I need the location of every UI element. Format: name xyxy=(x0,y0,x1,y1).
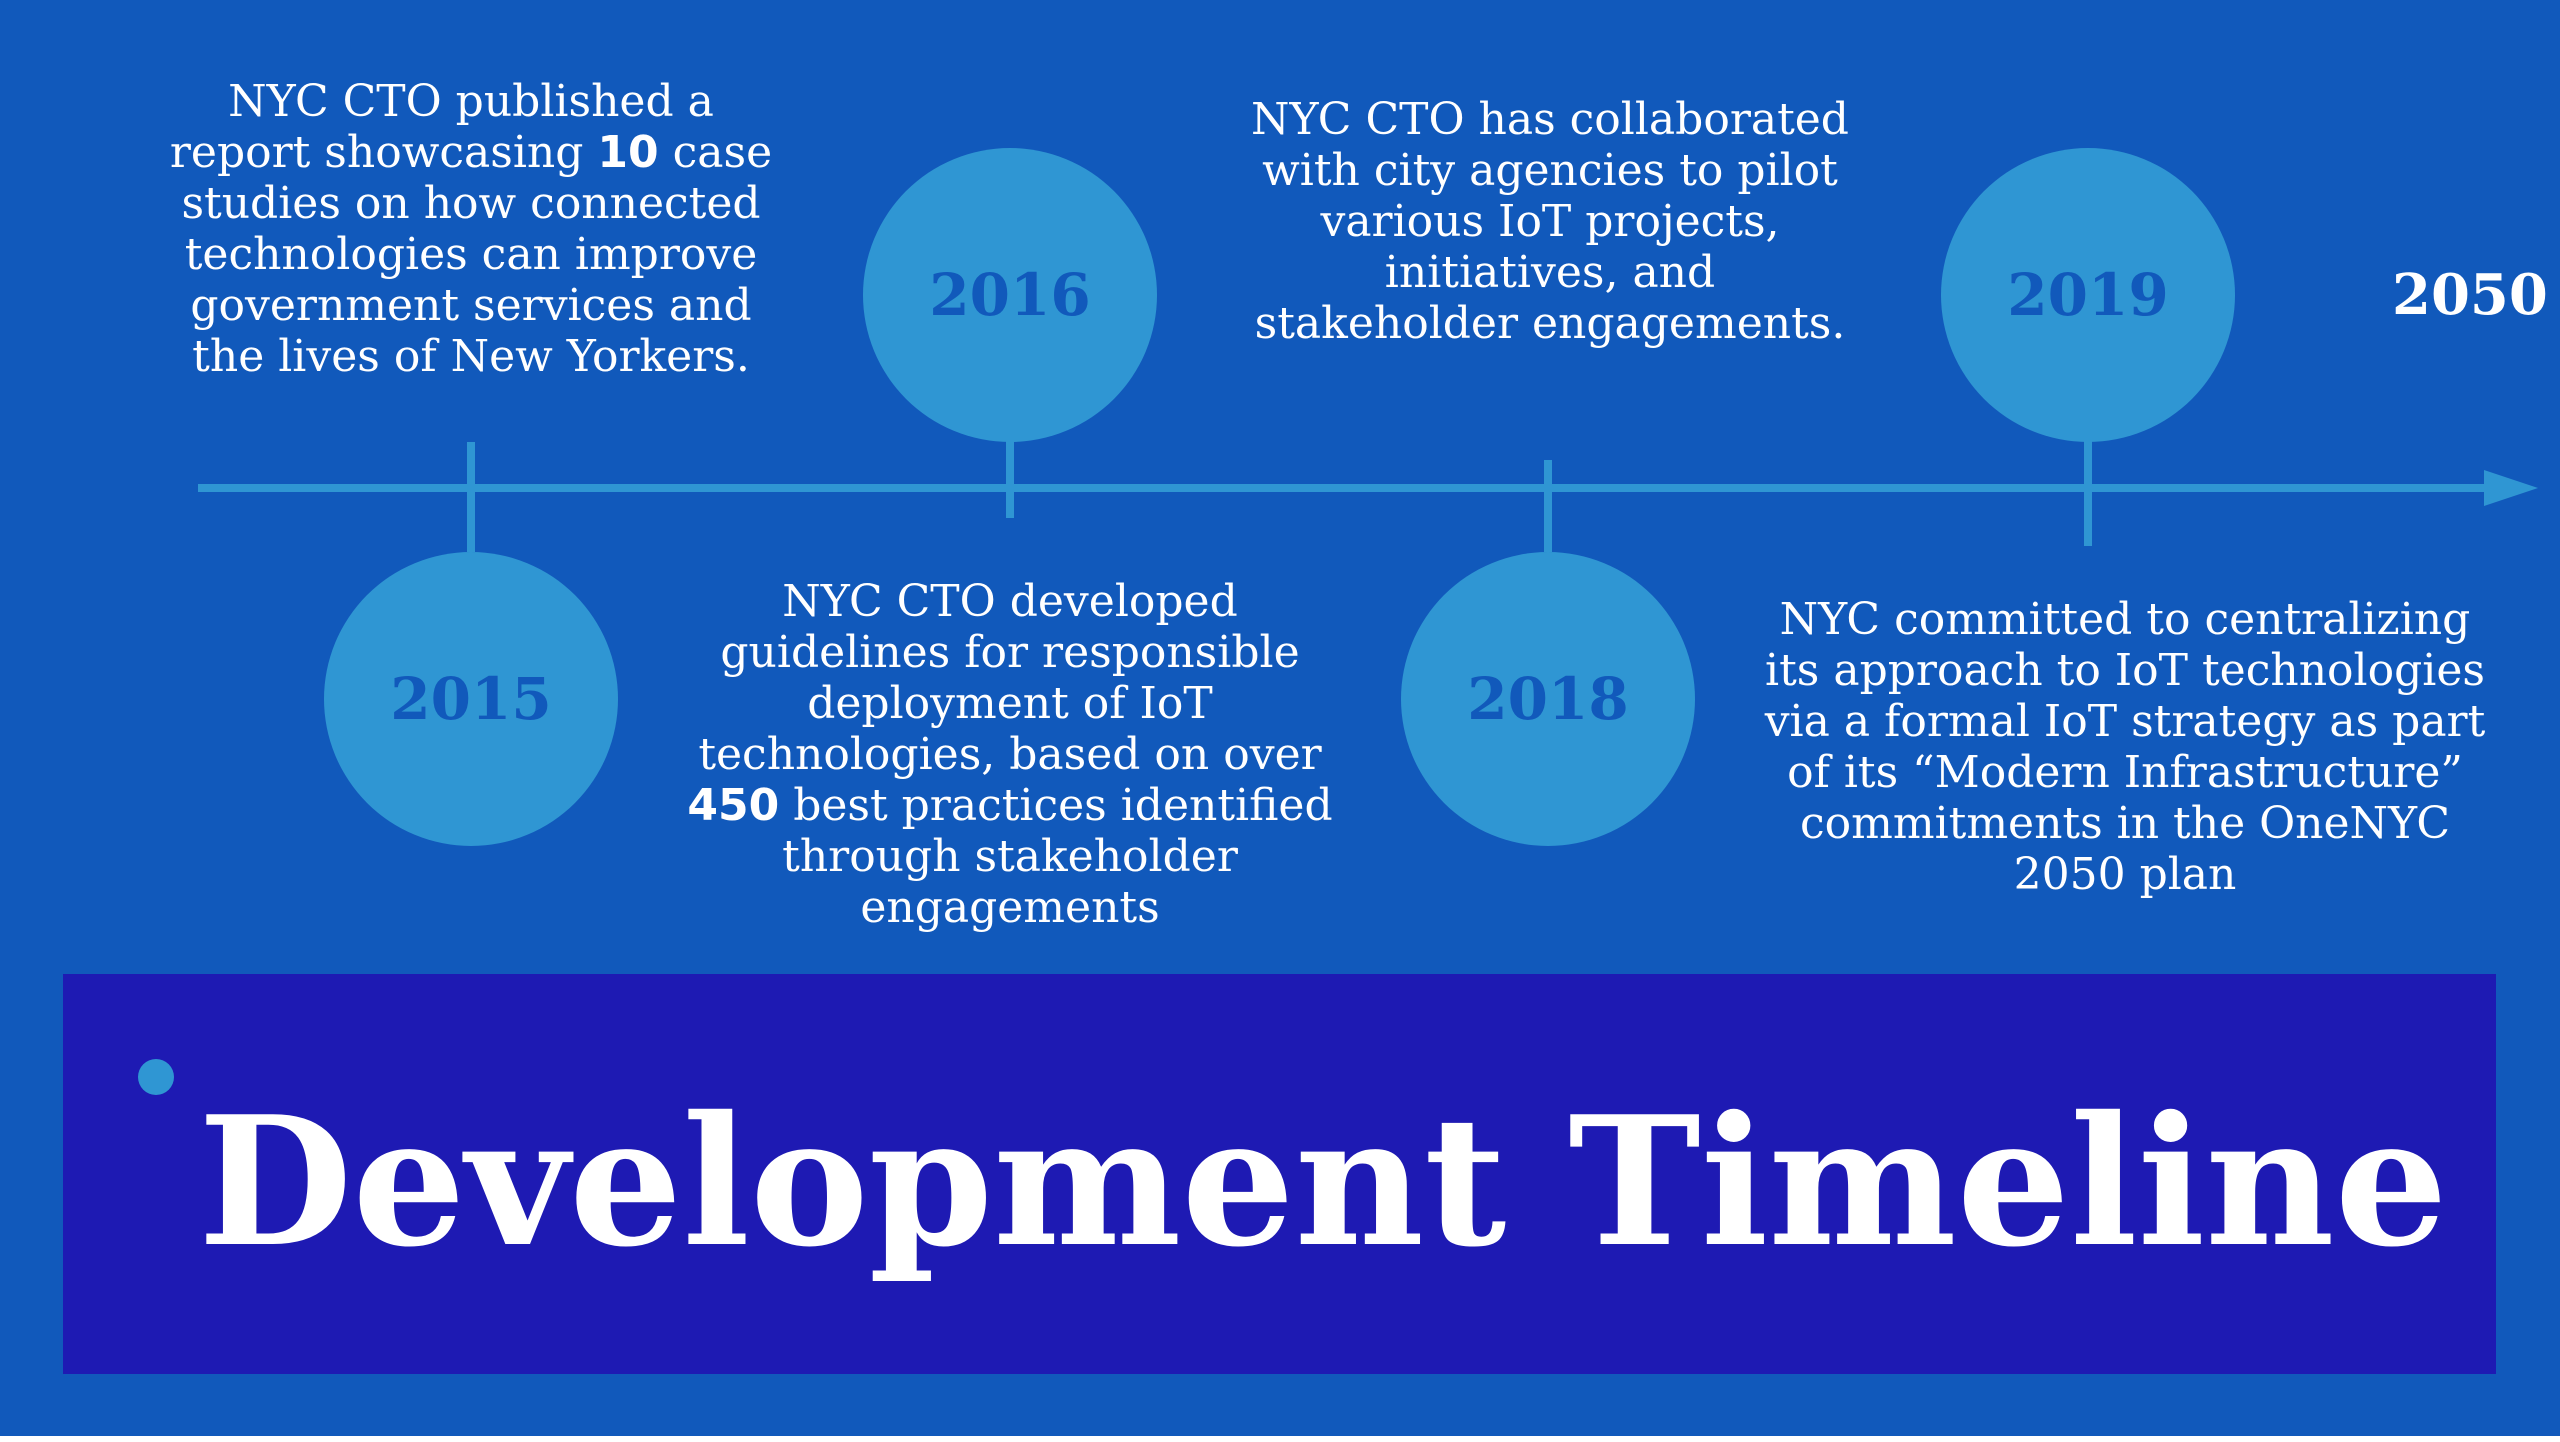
year-circle-2015: 2015 xyxy=(324,552,618,846)
highlight-number: 10 xyxy=(597,127,659,178)
year-circle-2019: 2019 xyxy=(1941,148,2235,442)
axis-arrowhead xyxy=(2484,470,2538,506)
year-label: 2016 xyxy=(929,261,1091,329)
event-text-fragment: NYC CTO has collaborated with city agenc… xyxy=(1251,94,1849,349)
year-label: 2018 xyxy=(1467,665,1629,733)
title-panel: Development Timeline xyxy=(63,974,2496,1374)
event-text-2018: NYC CTO has collaborated with city agenc… xyxy=(1250,94,1850,349)
highlight-number: 450 xyxy=(687,780,780,831)
page-title: Development Timeline xyxy=(198,1077,2448,1286)
event-text-2015: NYC CTO published a report showcasing 10… xyxy=(151,76,791,382)
event-text-2016: NYC CTO developed guidelines for respons… xyxy=(675,576,1345,933)
year-circle-2018: 2018 xyxy=(1401,552,1695,846)
event-text-fragment: best practices identified through stakeh… xyxy=(779,780,1333,933)
event-text-fragment: NYC CTO published a report showcasing xyxy=(169,76,714,178)
year-label: 2015 xyxy=(390,665,552,733)
bullet-dot xyxy=(138,1059,174,1095)
event-text-fragment: NYC CTO developed guidelines for respons… xyxy=(698,576,1322,780)
event-text-2019: NYC committed to centralizing its approa… xyxy=(1755,594,2495,900)
year-label: 2019 xyxy=(2007,261,2169,329)
year-circle-2016: 2016 xyxy=(863,148,1157,442)
bottom-strip xyxy=(0,1436,2560,1442)
event-text-fragment: case studies on how connected technologi… xyxy=(181,127,773,382)
event-text-fragment: NYC committed to centralizing its approa… xyxy=(1764,594,2486,900)
end-year-label: 2050 xyxy=(2392,262,2548,328)
